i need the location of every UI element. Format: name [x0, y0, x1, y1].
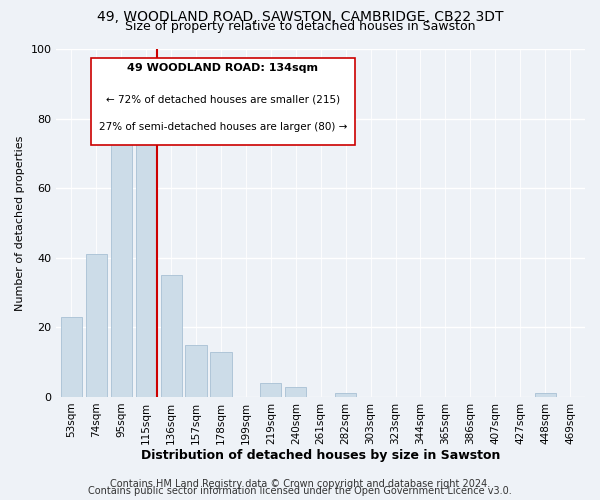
Bar [285, 386, 307, 397]
Text: Contains public sector information licensed under the Open Government Licence v3: Contains public sector information licen… [88, 486, 512, 496]
Bar [61, 317, 82, 397]
Text: Size of property relative to detached houses in Sawston: Size of property relative to detached ho… [125, 20, 475, 33]
Text: 27% of semi-detached houses are larger (80) →: 27% of semi-detached houses are larger (… [99, 122, 347, 132]
Text: ← 72% of detached houses are smaller (215): ← 72% of detached houses are smaller (21… [106, 94, 340, 104]
Text: 49, WOODLAND ROAD, SAWSTON, CAMBRIDGE, CB22 3DT: 49, WOODLAND ROAD, SAWSTON, CAMBRIDGE, C… [97, 10, 503, 24]
Bar [260, 383, 281, 397]
Bar [110, 118, 132, 397]
X-axis label: Distribution of detached houses by size in Sawston: Distribution of detached houses by size … [141, 450, 500, 462]
Bar [535, 394, 556, 397]
Y-axis label: Number of detached properties: Number of detached properties [15, 136, 25, 310]
Bar [335, 394, 356, 397]
Bar [86, 254, 107, 397]
Bar [136, 101, 157, 397]
Bar [161, 275, 182, 397]
Text: Contains HM Land Registry data © Crown copyright and database right 2024.: Contains HM Land Registry data © Crown c… [110, 479, 490, 489]
Bar [211, 352, 232, 397]
FancyBboxPatch shape [91, 58, 355, 144]
Text: 49 WOODLAND ROAD: 134sqm: 49 WOODLAND ROAD: 134sqm [127, 63, 319, 73]
Bar [185, 345, 206, 397]
